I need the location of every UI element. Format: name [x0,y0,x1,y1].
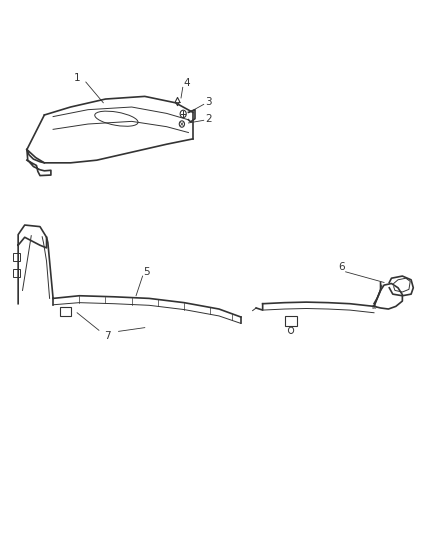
Bar [13,253,20,261]
Text: 3: 3 [205,96,212,107]
Text: 2: 2 [205,114,212,124]
Bar [13,269,20,277]
Text: 1: 1 [74,73,81,83]
Text: D: D [371,305,376,310]
Text: 6: 6 [338,262,345,271]
Text: 7: 7 [104,330,111,341]
Text: 5: 5 [144,267,150,277]
Text: 4: 4 [183,78,190,88]
